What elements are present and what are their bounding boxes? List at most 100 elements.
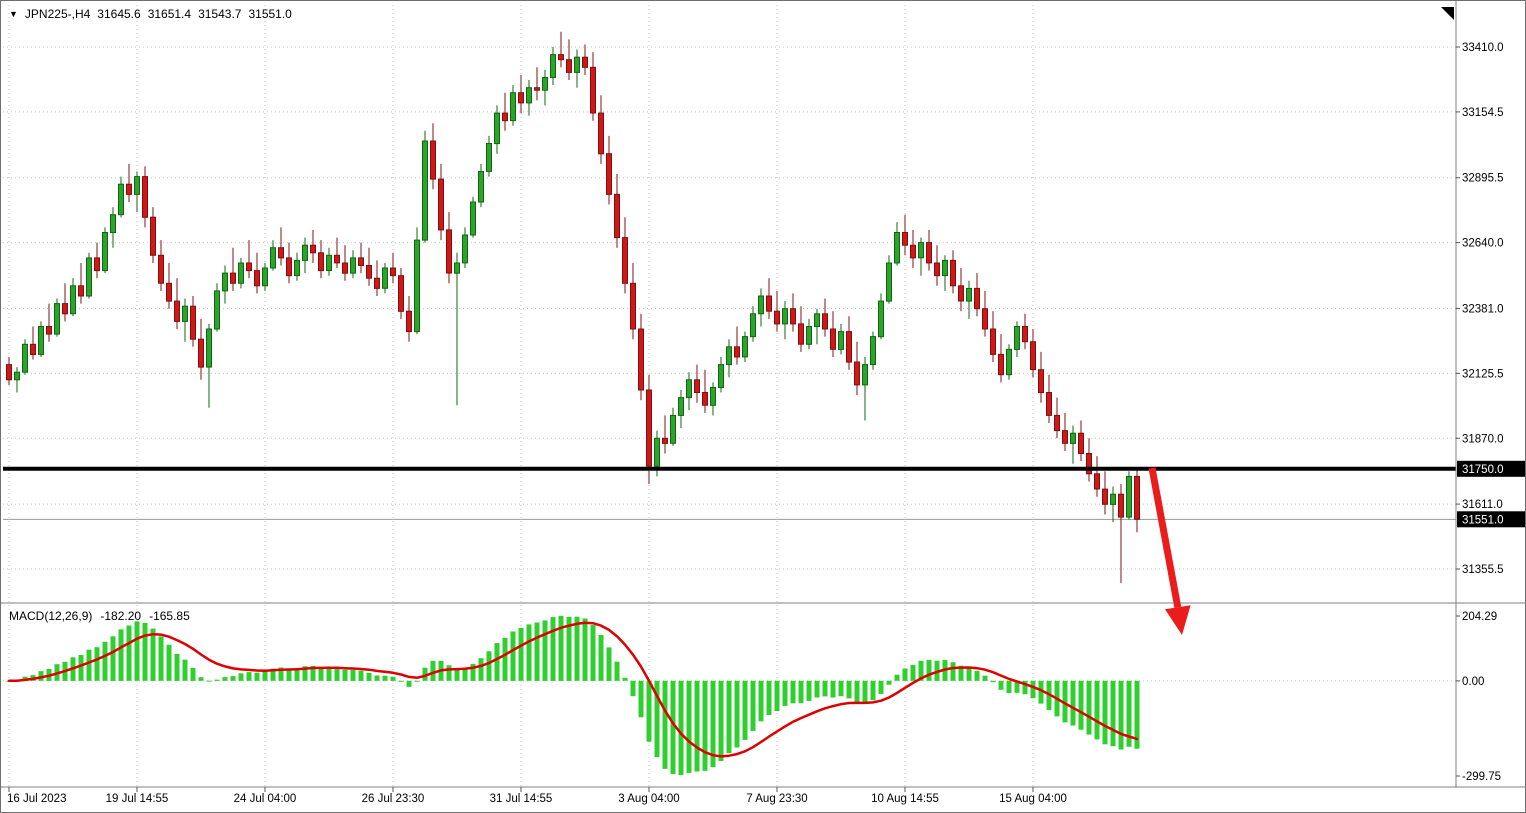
macd-histogram-bar [238, 673, 244, 681]
candle-body [1030, 341, 1036, 371]
candle-body [878, 300, 884, 338]
macd-histogram-bar [1086, 680, 1092, 735]
candle-body [462, 234, 468, 264]
macd-histogram-bar [926, 659, 932, 681]
candle-body [214, 290, 220, 330]
time-axis-label: 26 Jul 23:30 [362, 793, 425, 805]
macd-histogram-bar [590, 625, 596, 681]
candle-body [350, 257, 356, 274]
candle-body [622, 237, 628, 284]
candle-body [126, 183, 132, 195]
macd-histogram-bar [78, 655, 84, 681]
trend-arrow[interactable] [1148, 467, 1191, 635]
candle-body [198, 338, 204, 368]
candle-body [910, 244, 916, 259]
candle-body [830, 328, 836, 350]
candle-body [446, 229, 452, 274]
candle-body [1102, 488, 1108, 505]
candle-body [358, 257, 364, 266]
price-scale[interactable] [1456, 1, 1526, 787]
macd-histogram-bar [1126, 680, 1132, 747]
candle-body [86, 257, 92, 297]
resistance-price-badge [1457, 460, 1525, 477]
candle-body [206, 328, 212, 368]
candle-body [1110, 493, 1116, 505]
macd-histogram-bar [486, 651, 492, 681]
candle-body [54, 303, 60, 335]
candle-body [598, 112, 604, 155]
candle-body [814, 313, 820, 327]
macd-histogram-bar [1078, 680, 1084, 730]
macd-histogram-bar [94, 647, 100, 681]
macd-histogram-bar [334, 668, 340, 681]
time-axis-label: 24 Jul 04:00 [234, 793, 297, 805]
price-axis-label: 32640.0 [1462, 238, 1504, 250]
chart-area[interactable] [3, 3, 1456, 603]
macd-histogram-bar [622, 677, 628, 681]
candle-body [502, 112, 508, 122]
macd-histogram-bar [406, 680, 412, 687]
candle-body [542, 77, 548, 91]
macd-histogram-bar [142, 622, 148, 681]
candle-body [646, 389, 652, 467]
macd-histogram-bar [862, 680, 868, 703]
macd-histogram-bar [566, 616, 572, 681]
macd-histogram-bar [254, 672, 260, 681]
candle-body [630, 282, 636, 330]
candle-body [454, 262, 460, 274]
macd-histogram-bar [1022, 680, 1028, 695]
macd-histogram-bar [1030, 680, 1036, 699]
candle-body [1006, 348, 1012, 376]
macd-histogram-bar [494, 643, 500, 681]
candle-body [406, 310, 412, 333]
macd-histogram-bar [118, 629, 124, 681]
macd-histogram-bar [854, 680, 860, 703]
price-axis-label: 31870.0 [1462, 433, 1504, 445]
candle-body [110, 214, 116, 233]
current-price-badge [1457, 511, 1525, 528]
candle-body [150, 216, 156, 256]
macd-histogram-bar [974, 670, 980, 681]
candle-body [998, 353, 1004, 376]
macd-histogram-bar [766, 680, 772, 715]
candle-body [662, 437, 668, 444]
candle-body [670, 414, 676, 444]
candle-body [734, 346, 740, 358]
macd-histogram-bar [454, 668, 460, 681]
candle-body [94, 257, 100, 272]
time-axis-label: 7 Aug 23:30 [746, 793, 807, 805]
macd-histogram-bar [734, 680, 740, 748]
candle-body [1054, 414, 1060, 432]
macd-histogram-bar [774, 680, 780, 711]
macd-histogram-bar [1110, 680, 1116, 747]
macd-histogram-bar [198, 677, 204, 681]
macd-histogram-bar [902, 668, 908, 681]
macd-name: MACD(12,26,9) [9, 609, 93, 623]
macd-histogram-bar [510, 631, 516, 681]
candle-body [798, 323, 804, 345]
candle-body [102, 232, 108, 272]
macd-histogram-bar [598, 635, 604, 681]
candle-body [774, 310, 780, 325]
chart-shift-marker[interactable] [1441, 7, 1454, 20]
macd-histogram-bar [726, 680, 732, 754]
candle-body [654, 437, 660, 467]
current-price-badge-label: 31551.0 [1462, 514, 1504, 526]
macd-histogram-bar [430, 660, 436, 681]
candle-body [486, 143, 492, 172]
candle-body [982, 308, 988, 330]
candle-body [142, 176, 148, 218]
candle-body [518, 92, 524, 104]
time-scale[interactable] [1, 787, 1526, 813]
collapse-chart-icon[interactable]: ▼ [9, 8, 18, 19]
candle-body [558, 54, 564, 61]
candle-body [158, 254, 164, 284]
candle-body [422, 140, 428, 241]
macd-histogram-bar [382, 675, 388, 681]
candle-body [430, 140, 436, 180]
candle-body [118, 183, 124, 216]
macd-histogram-bar [838, 680, 844, 697]
macd-histogram-bar [958, 665, 964, 681]
candle-body [638, 328, 644, 391]
macd-histogram-bar [886, 680, 892, 685]
